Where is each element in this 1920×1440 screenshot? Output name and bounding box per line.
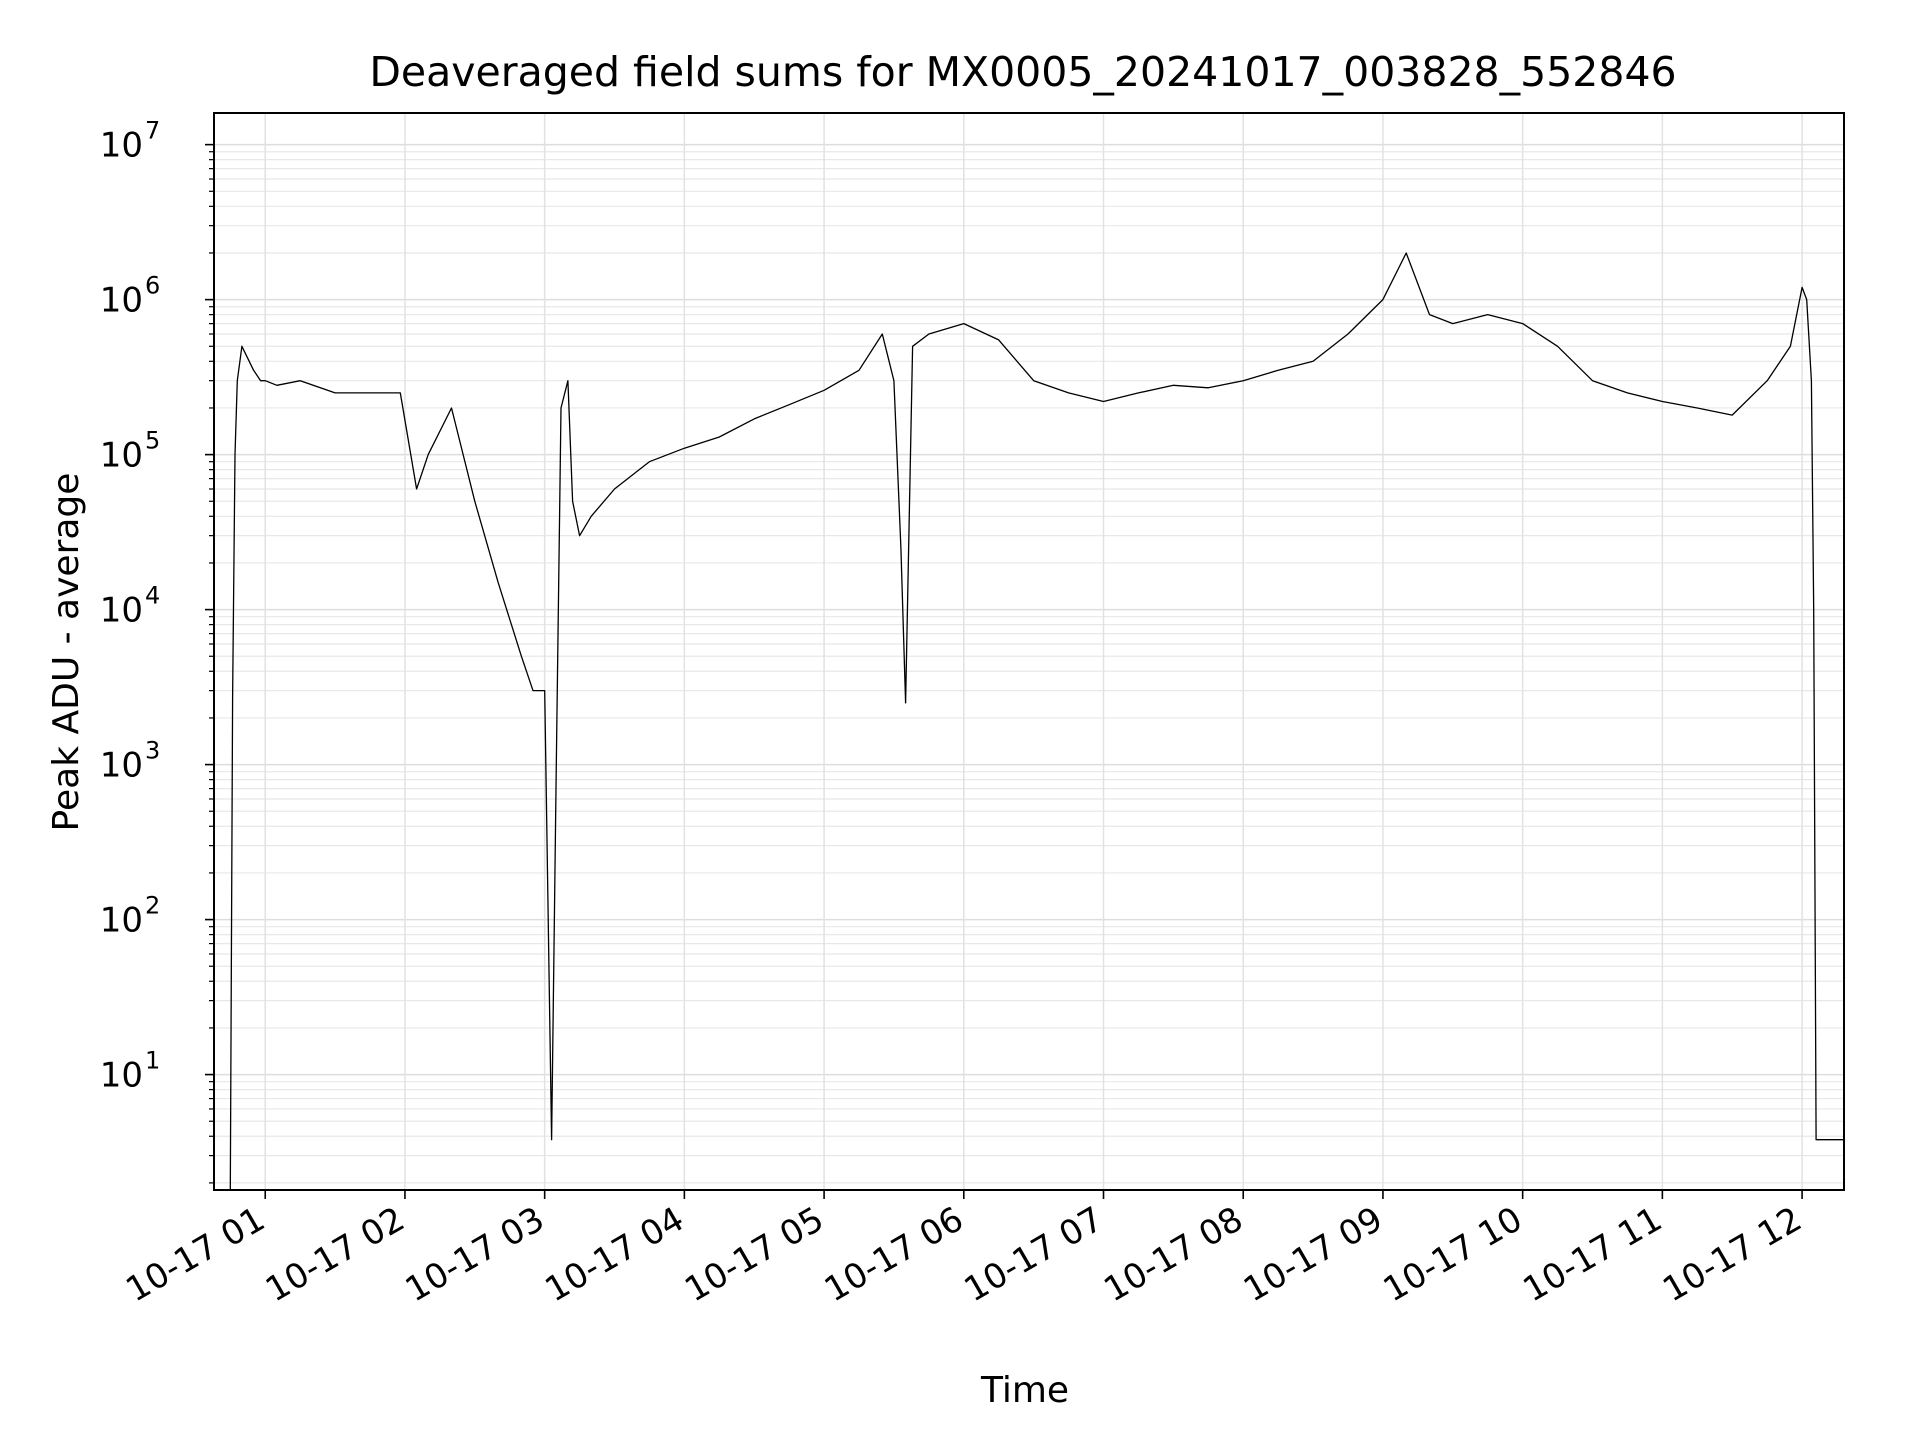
plot-frame bbox=[213, 112, 1845, 1191]
y-tick-label-exponent: 3 bbox=[145, 737, 160, 765]
y-tick-label: 10 bbox=[100, 1056, 143, 1096]
major-gridlines bbox=[214, 113, 1844, 1190]
y-tick-label-exponent: 2 bbox=[145, 892, 160, 920]
y-tick-label: 10 bbox=[100, 746, 143, 786]
y-tick-label: 10 bbox=[100, 436, 143, 476]
minor-gridlines bbox=[214, 151, 1844, 1184]
y-tick-label: 10 bbox=[100, 126, 143, 166]
y-tick-label-exponent: 7 bbox=[145, 117, 160, 145]
series-line bbox=[229, 252, 1844, 1190]
y-tick-label-exponent: 6 bbox=[145, 272, 160, 300]
y-tick-label: 10 bbox=[100, 281, 143, 321]
y-axis-label: Peak ADU - average bbox=[46, 473, 87, 832]
chart-title: Deaveraged field sums for MX0005_2024101… bbox=[369, 48, 1676, 96]
y-tick-label-exponent: 4 bbox=[145, 582, 160, 610]
y-tick-label-exponent: 1 bbox=[145, 1047, 160, 1075]
x-axis-label: Time bbox=[980, 1370, 1069, 1411]
y-tick-label-exponent: 5 bbox=[145, 427, 160, 455]
y-tick-label: 10 bbox=[100, 591, 143, 631]
y-tick-label: 10 bbox=[100, 901, 143, 941]
